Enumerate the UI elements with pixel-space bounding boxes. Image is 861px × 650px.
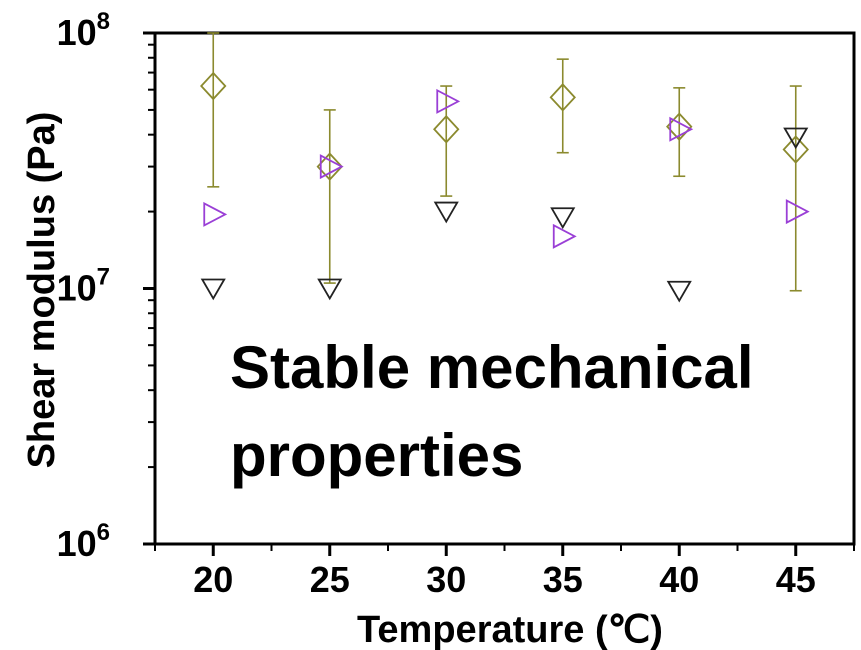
triangle-right-marker [436, 88, 461, 114]
triangle-right-marker [203, 201, 228, 227]
x-tick-label: 25 [310, 559, 350, 600]
x-tick-label: 30 [426, 559, 466, 600]
diamond-marker [549, 83, 576, 112]
diamond-marker [433, 114, 460, 144]
annotation-line-1: Stable mechanical [230, 334, 754, 401]
triangle-right-marker [785, 199, 810, 225]
triangle-right-marker [552, 223, 577, 249]
x-tick-label: 20 [193, 559, 233, 600]
triangle-down-marker [200, 278, 226, 301]
triangle-down-marker [317, 278, 343, 301]
y-tick-labels: 106 107 108 [57, 8, 110, 564]
triangle-right-marker [319, 154, 344, 180]
x-tick-label: 40 [659, 559, 699, 600]
x-tick-label: 45 [776, 559, 816, 600]
diamond-marker [316, 152, 343, 181]
x-axis-title: Temperature (℃) [357, 609, 663, 650]
diamond-marker [200, 71, 227, 101]
y-tick-label: 108 [57, 8, 110, 53]
x-tick-labels: 20 25 30 35 40 45 [193, 559, 816, 600]
triangle-down-marker [433, 201, 459, 224]
diamond-marker [782, 135, 809, 164]
annotation-line-2: properties [230, 422, 523, 489]
axis-ticks [143, 31, 855, 556]
y-axis-title: Shear modulus (Pa) [21, 112, 63, 469]
triangle-down-marker [550, 207, 576, 230]
y-tick-label: 107 [57, 264, 110, 309]
triangle-down-marker [783, 127, 809, 150]
triangle-right-marker [669, 116, 694, 142]
data-markers [200, 71, 810, 303]
triangle-down-marker [666, 280, 692, 303]
y-tick-label: 106 [57, 519, 110, 564]
error-bars [207, 32, 802, 292]
diamond-marker [666, 112, 693, 141]
x-tick-label: 35 [543, 559, 583, 600]
